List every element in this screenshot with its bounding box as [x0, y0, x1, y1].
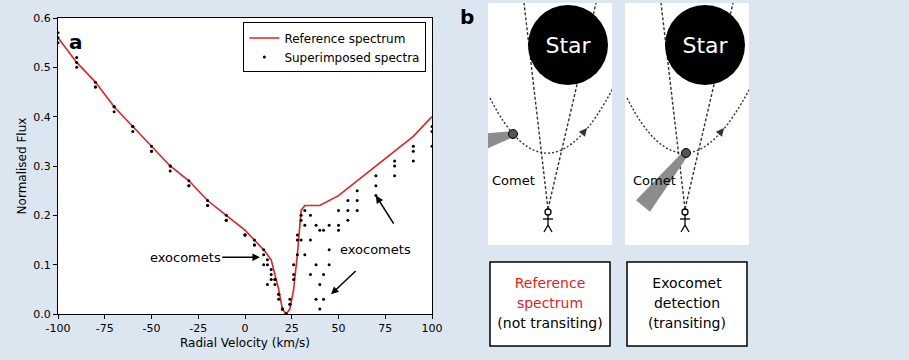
svg-text:0.1: 0.1 — [33, 259, 51, 272]
svg-text:Comet: Comet — [633, 173, 676, 188]
svg-text:Star: Star — [682, 33, 728, 58]
svg-text:0.4: 0.4 — [33, 111, 51, 124]
svg-text:Reference spectrum: Reference spectrum — [284, 32, 405, 46]
svg-text:0.2: 0.2 — [33, 209, 51, 222]
svg-text:0.6: 0.6 — [33, 12, 51, 25]
svg-text:Superimposed spectra: Superimposed spectra — [284, 51, 419, 65]
svg-text:-75: -75 — [96, 322, 114, 335]
svg-text:0.5: 0.5 — [33, 61, 51, 74]
svg-text:(transiting): (transiting) — [648, 315, 726, 331]
svg-text:a: a — [69, 30, 83, 54]
svg-text:25: 25 — [285, 322, 299, 335]
svg-text:100: 100 — [422, 322, 443, 335]
svg-text:b: b — [460, 5, 474, 29]
svg-text:Exocomet: Exocomet — [652, 275, 722, 291]
svg-text:0: 0 — [242, 322, 249, 335]
svg-text:Normalised Flux: Normalised Flux — [15, 118, 29, 215]
svg-text:75: 75 — [378, 322, 392, 335]
svg-text:Star: Star — [545, 33, 591, 58]
svg-text:50: 50 — [332, 322, 346, 335]
svg-text:-100: -100 — [46, 322, 71, 335]
svg-text:Radial Velocity (km/s): Radial Velocity (km/s) — [180, 336, 310, 350]
svg-text:exocomets: exocomets — [150, 250, 221, 265]
svg-text:Reference: Reference — [515, 275, 586, 291]
svg-text:exocomets: exocomets — [340, 242, 411, 257]
svg-text:detection: detection — [654, 295, 720, 311]
svg-text:-25: -25 — [189, 322, 207, 335]
svg-text:Comet: Comet — [492, 173, 535, 188]
svg-text:0.3: 0.3 — [33, 160, 51, 173]
svg-text:(not transiting): (not transiting) — [497, 315, 602, 331]
svg-text:-50: -50 — [143, 322, 161, 335]
svg-text:spectrum: spectrum — [517, 295, 583, 311]
svg-text:0.0: 0.0 — [33, 308, 51, 321]
